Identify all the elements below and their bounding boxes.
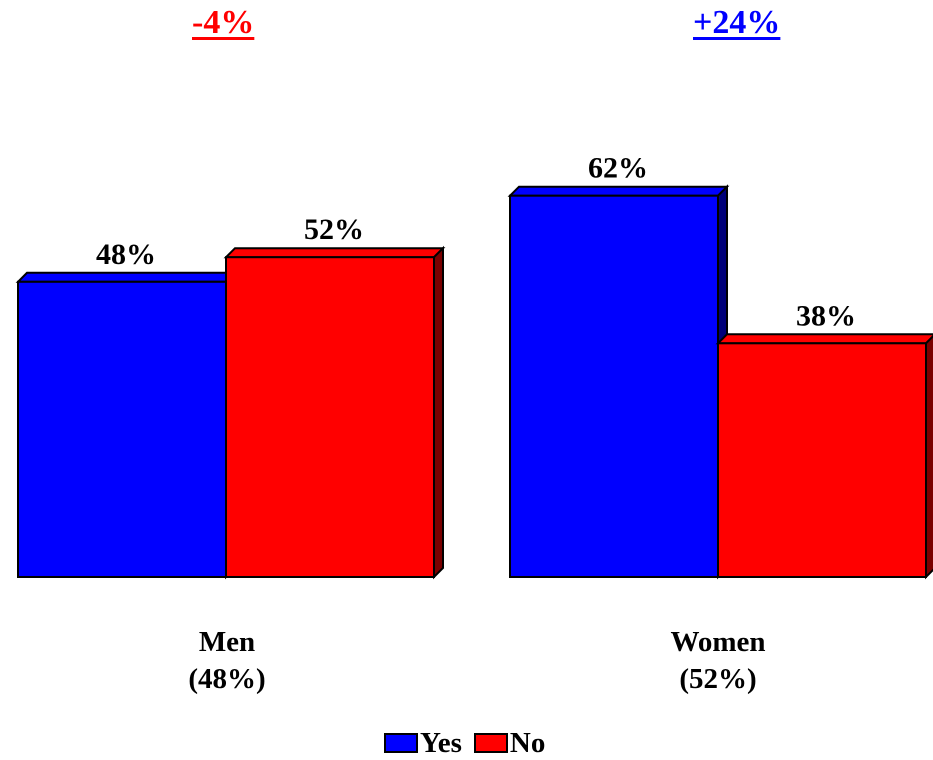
bar-women-yes [509,194,719,578]
difference-men: -4% [192,4,255,41]
category-label-men: Men (48%) [117,624,337,698]
legend-swatch-yes [384,733,418,753]
legend-item-yes: Yes [384,727,462,760]
category-label-women: Women (52%) [608,624,828,698]
bar-top-men-no [223,247,446,259]
legend: Yes No [384,726,557,760]
data-label-men-no: 52% [304,213,364,246]
bar-top-men-yes [15,271,238,283]
bar-top-women-yes [507,185,730,197]
bar-women-no [717,342,927,578]
data-label-women-no: 38% [796,299,856,332]
legend-label-yes: Yes [420,726,462,759]
legend-swatch-no [473,733,508,753]
legend-item-no: No [473,726,546,760]
legend-label-no: No [509,726,546,759]
category-share-women: (52%) [679,663,757,695]
bar-side-men-no [433,245,444,580]
difference-women: +24% [693,4,781,41]
category-share-men: (48%) [188,663,266,695]
data-label-men-yes: 48% [96,238,156,271]
bar-men-yes [17,280,227,578]
category-name-women: Women [670,626,766,658]
bar-side-women-no [925,334,933,580]
data-label-women-yes: 62% [588,152,648,185]
bar-top-women-no [715,333,933,345]
bar-men-no [225,256,435,578]
category-name-men: Men [198,626,256,658]
